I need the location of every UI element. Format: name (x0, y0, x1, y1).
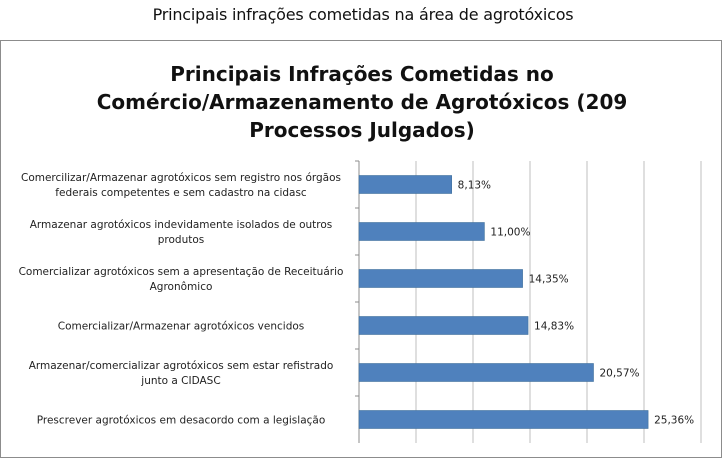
bar-2 (358, 222, 485, 241)
category-label-5: junto a CIDASC (140, 375, 220, 387)
category-label-5: Armazenar/comercializar agrotóxicos sem … (29, 360, 334, 372)
chart-title-line-3: Processos Julgados) (249, 118, 475, 142)
category-label-1: Comercilizar/Armazenar agrotóxicos sem r… (21, 172, 341, 184)
category-label-3: Agronômico (150, 281, 213, 293)
data-label-1: 8,13% (458, 180, 491, 192)
data-label-4: 14,83% (534, 321, 574, 333)
category-label-2: Armazenar agrotóxicos indevidamente isol… (30, 219, 333, 231)
bar-chart: 8,13% Comercilizar/Armazenar agrotóxicos … (19, 160, 702, 443)
category-label-3: Comercializar agrotóxicos sem a apresent… (19, 266, 344, 278)
bar-6 (358, 410, 649, 429)
category-label-4: Comercializar/Armazenar agrotóxicos venc… (58, 321, 305, 333)
category-label-2: produtos (158, 234, 205, 246)
chart-title: Principais Infrações Cometidas no Comérc… (1, 60, 723, 144)
chart-title-line-1: Principais Infrações Cometidas no (170, 62, 554, 86)
bar-1 (358, 175, 452, 194)
bar-3 (358, 269, 523, 288)
bar-4 (358, 316, 529, 335)
figure-caption: Principais infrações cometidas na área d… (152, 5, 574, 24)
bar-5 (358, 363, 594, 382)
data-label-3: 14,35% (529, 274, 569, 286)
data-label-2: 11,00% (490, 227, 530, 239)
chart-title-line-2: Comércio/Armazenamento de Agrotóxicos (2… (96, 90, 628, 114)
category-label-6: Prescrever agrotóxicos em desacordo com … (37, 415, 326, 427)
category-label-1: federais competentes e sem cadastro na c… (55, 187, 307, 199)
data-label-5: 20,57% (599, 368, 639, 380)
data-label-6: 25,36% (654, 415, 694, 427)
chart-frame: Principais Infrações Cometidas no Comérc… (0, 40, 722, 458)
